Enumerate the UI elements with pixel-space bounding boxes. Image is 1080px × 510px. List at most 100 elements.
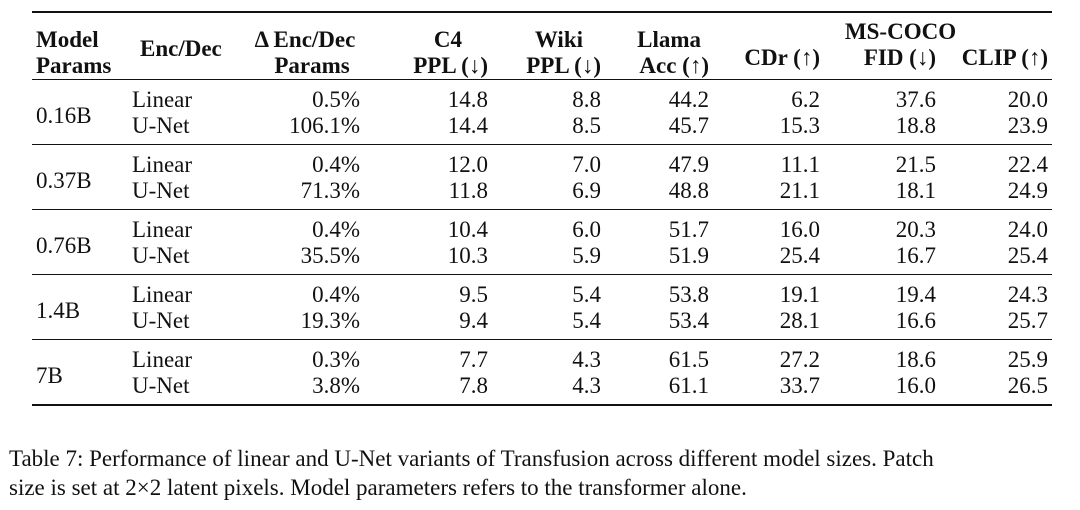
fid-cell: 20.3 [895,217,936,242]
table-row: 0.16B Linear 0.5% 14.8 8.8 44.2 6.2 37.6… [32,80,1052,128]
cdr-cell: 25.4 [779,243,820,268]
wiki-ppl-cell: 4.3 [572,347,601,372]
wiki-ppl-cell: 6.0 [572,217,601,242]
header-model-params: Model Params [32,12,128,80]
llama-acc-cell: 47.9 [668,152,709,177]
cdr-cell: 11.1 [780,152,820,177]
delta-params-cell: 19.3% [300,308,360,333]
delta-params-cell: 0.5% [312,87,360,112]
enc-dec-cell: U-Net [132,113,190,138]
table-header: Model Params Enc/Dec Δ Enc/Dec Params C4… [32,12,1053,80]
wiki-ppl-cell: 5.9 [572,243,601,268]
enc-dec-cell: U-Net [132,243,190,268]
delta-params-cell: 35.5% [300,243,360,268]
wiki-ppl-cell: 8.5 [572,113,601,138]
delta-params-cell: 71.3% [300,178,360,203]
c4-ppl-cell: 7.8 [459,373,488,398]
model-params-cell: 0.16B [36,102,92,128]
clip-cell: 26.5 [1007,373,1049,398]
group-1-4b: 1.4B Linear 0.4% 9.5 5.4 53.8 19.1 19.4 … [32,275,1053,340]
table-row: U-Net 71.3% 11.8 6.9 48.8 21.1 18.1 24.9 [32,178,1052,210]
wiki-ppl-cell: 8.8 [572,87,601,112]
wiki-ppl-cell: 5.4 [572,282,601,307]
header-clip: CLIP (↑) [961,45,1049,70]
clip-cell: 24.9 [1007,178,1049,203]
enc-dec-cell: U-Net [132,178,190,203]
clip-cell: 25.4 [1007,243,1049,268]
llama-acc-cell: 48.8 [668,178,709,203]
header-llama-line2: Acc (↑) [639,53,709,78]
table-row: 0.76B Linear 0.4% 10.4 6.0 51.7 16.0 20.… [32,210,1052,258]
clip-cell: 24.3 [1007,282,1049,307]
delta-params-cell: 0.4% [312,217,360,242]
c4-ppl-cell: 9.4 [459,308,488,333]
model-params-cell: 0.37B [36,167,92,193]
llama-acc-cell: 45.7 [668,113,709,138]
header-wiki: Wiki PPL (↓) [492,12,605,80]
cdr-cell: 21.1 [779,178,820,203]
enc-dec-cell: Linear [132,347,193,372]
wiki-ppl-cell: 7.0 [572,152,601,177]
c4-ppl-cell: 12.0 [447,152,488,177]
model-params-cell: 0.76B [36,232,92,258]
c4-ppl-cell: 9.5 [459,282,488,307]
fid-cell: 16.7 [895,243,936,268]
enc-dec-cell: Linear [132,282,193,307]
c4-ppl-cell: 10.3 [447,243,488,268]
table-row: 1.4B Linear 0.4% 9.5 5.4 53.8 19.1 19.4 … [32,275,1052,323]
header-model-params-line1: Model [36,27,99,52]
clip-cell: 25.9 [1007,347,1049,372]
cdr-cell: 19.1 [779,282,820,307]
clip-cell: 22.4 [1007,152,1049,177]
table-row: U-Net 106.1% 14.4 8.5 45.7 15.3 18.8 23.… [32,113,1052,145]
model-params-cell: 1.4B [36,297,81,323]
table-caption: Table 7: Performance of linear and U-Net… [9,444,1075,502]
wiki-ppl-cell: 6.9 [572,178,601,203]
fid-cell: 18.1 [895,178,936,203]
llama-acc-cell: 53.4 [668,308,709,333]
header-c4-line2: PPL (↓) [413,53,488,78]
delta-params-cell: 3.8% [312,373,360,398]
cdr-cell: 16.0 [779,217,820,242]
cdr-cell: 33.7 [779,373,820,398]
group-0-76b: 0.76B Linear 0.4% 10.4 6.0 51.7 16.0 20.… [32,210,1053,275]
c4-ppl-cell: 11.8 [448,178,488,203]
header-enc-dec: Enc/Dec [140,36,222,61]
header-delta-params-line1: Δ Enc/Dec [254,27,356,52]
wiki-ppl-cell: 4.3 [572,373,601,398]
llama-acc-cell: 61.5 [668,347,709,372]
llama-acc-cell: 53.8 [668,282,709,307]
enc-dec-cell: Linear [132,87,193,112]
header-wiki-line1: Wiki [534,27,583,52]
cdr-cell: 15.3 [779,113,820,138]
cdr-cell: 6.2 [791,87,820,112]
llama-acc-cell: 51.9 [668,243,709,268]
header-c4: C4 PPL (↓) [364,12,492,80]
header-llama-line1: Llama [637,27,701,52]
table-row: 7B Linear 0.3% 7.7 4.3 61.5 27.2 18.6 25… [32,340,1052,388]
fid-cell: 18.8 [895,113,936,138]
header-fid: FID (↓) [863,45,936,70]
group-7b: 7B Linear 0.3% 7.7 4.3 61.5 27.2 18.6 25… [32,340,1053,405]
enc-dec-cell: U-Net [132,308,190,333]
header-llama: Llama Acc (↑) [605,12,713,80]
fid-cell: 18.6 [895,347,936,372]
c4-ppl-cell: 14.8 [447,87,488,112]
clip-cell: 20.0 [1007,87,1049,112]
fid-cell: 37.6 [895,87,936,112]
header-cdr: CDr (↑) [744,45,820,70]
clip-cell: 23.9 [1007,113,1049,138]
caption-line-2: size is set at 2×2 latent pixels. Model … [9,475,747,500]
llama-acc-cell: 51.7 [668,217,709,242]
caption-line-1: Table 7: Performance of linear and U-Net… [9,446,934,471]
header-c4-line1: C4 [433,27,462,52]
c4-ppl-cell: 10.4 [447,217,488,242]
clip-cell: 25.7 [1007,308,1049,333]
llama-acc-cell: 61.1 [668,373,709,398]
model-params-cell: 7B [36,362,63,388]
group-0-16b: 0.16B Linear 0.5% 14.8 8.8 44.2 6.2 37.6… [32,80,1053,145]
enc-dec-cell: Linear [132,217,193,242]
results-table: Model Params Enc/Dec Δ Enc/Dec Params C4… [32,11,1053,406]
fid-cell: 16.0 [895,373,936,398]
